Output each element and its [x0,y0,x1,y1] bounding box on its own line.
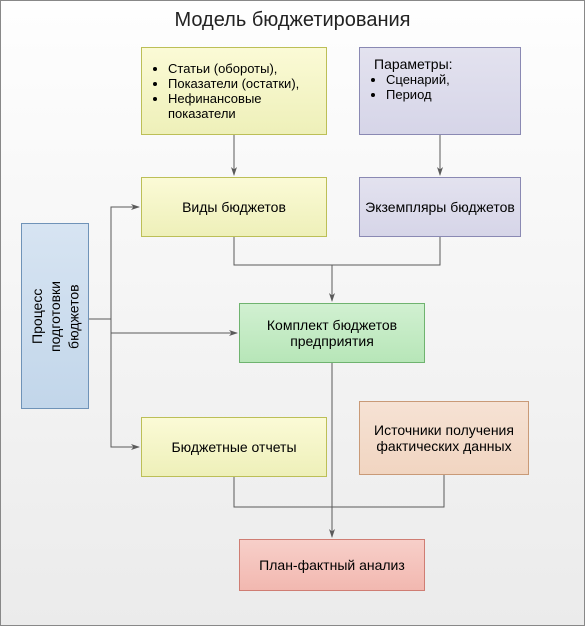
node-params-bullets: Сценарий, Период [364,72,516,102]
node-params: Параметры: Сценарий, Период [359,47,521,135]
node-label: Виды бюджетов [182,199,286,215]
node-process: Процесс подготовки бюджетов [21,223,89,409]
bullet: Сценарий, [386,72,510,87]
node-label: Источники получения фактических данных [364,422,524,454]
node-budget-reports: Бюджетные отчеты [141,417,327,477]
bullet: Статьи (обороты), [168,61,316,76]
diagram-canvas: Модель бюджетирования Статьи (обороты), … [0,0,585,626]
node-budget-types: Виды бюджетов [141,177,327,237]
node-label: План-фактный анализ [259,557,405,573]
node-budget-set: Комплект бюджетов предприятия [239,303,425,363]
bullet: Показатели (остатки), [168,76,316,91]
bullet: Период [386,87,510,102]
node-fact-sources: Источники получения фактических данных [359,401,529,475]
node-articles: Статьи (обороты), Показатели (остатки), … [141,47,327,135]
bullet: Нефинансовые показатели [168,91,316,121]
node-label: Бюджетные отчеты [171,439,296,455]
node-articles-bullets: Статьи (обороты), Показатели (остатки), … [146,61,322,121]
node-params-heading: Параметры: [364,56,526,72]
node-label: Экземпляры бюджетов [365,199,515,215]
node-plan-fact: План-фактный анализ [239,539,425,591]
node-label-vertical: Процесс подготовки бюджетов [28,281,83,352]
node-label: Комплект бюджетов предприятия [244,317,420,349]
node-budget-instances: Экземпляры бюджетов [359,177,521,237]
diagram-title: Модель бюджетирования [1,9,584,32]
